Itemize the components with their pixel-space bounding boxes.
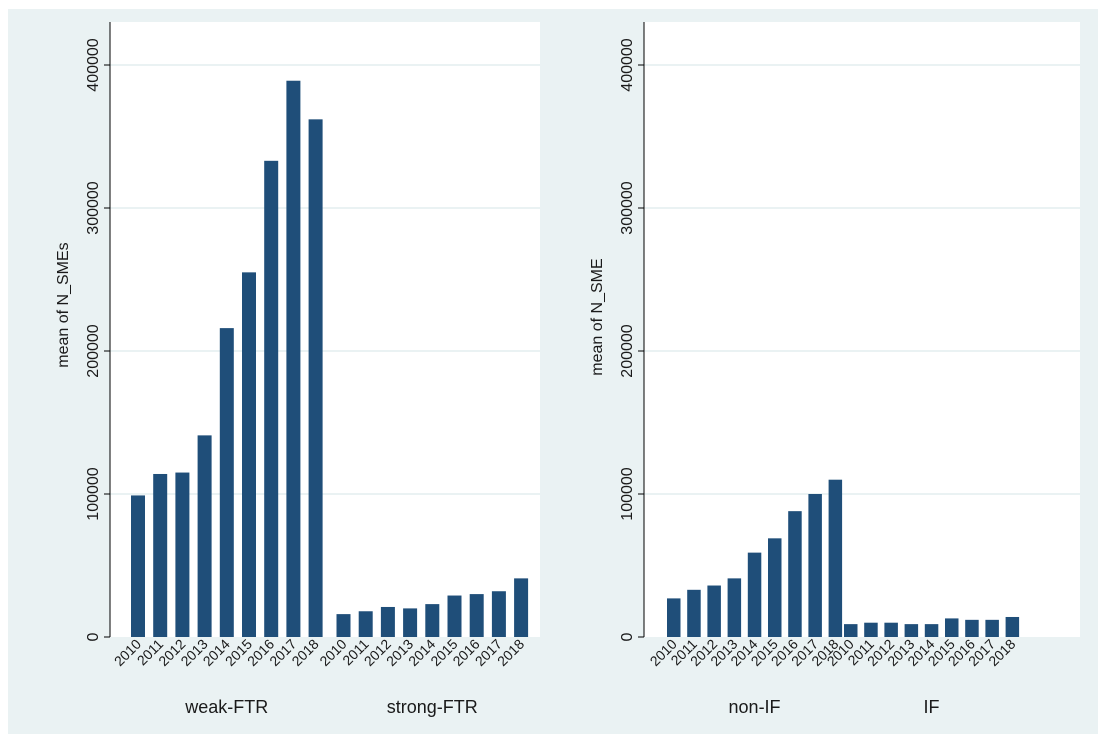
panel-2-bar [667,598,681,637]
panel-2-bar [864,623,878,637]
panel-1-y-tick-label: 400000 [85,38,102,91]
panel-1-bar [264,161,278,637]
panel-2-group-label: non-IF [729,697,781,717]
panel-2-y-tick-label: 200000 [619,324,636,377]
panel-2-y-tick-label: 0 [619,632,636,641]
panel-1-y-tick-label: 200000 [85,324,102,377]
panel-2-bar [985,620,999,637]
panel-2-bar [728,578,742,637]
panel-1-y-tick-label: 0 [85,632,102,641]
panel-2-bar [707,586,721,637]
panel-2-group-label: IF [924,697,940,717]
panel-1-bar [286,81,300,637]
panel-1-bar [492,591,506,637]
panel-1-bar [309,119,323,637]
panel-2-bar [829,480,843,637]
panel-2-bar [905,624,919,637]
panel-1-y-axis-label: mean of N_SMEs [55,242,72,367]
panel-1-bar [131,495,145,637]
panel-2-bar [965,620,979,637]
panel-2-bar [768,538,782,637]
panel-1-group-label: weak-FTR [184,697,268,717]
panel-2-bar [788,511,802,637]
panel-1-bar [470,594,484,637]
panel-2-bar [1006,617,1020,637]
panel-1-bar [175,473,189,637]
panel-1-y-tick-label: 300000 [85,181,102,234]
panel-2-y-tick-label: 100000 [619,467,636,520]
panel-1-bar [403,608,417,637]
panel-1-bar [337,614,351,637]
panel-1-group-label: strong-FTR [387,697,478,717]
panel-1-bar [425,604,439,637]
panel-1-bar [381,607,395,637]
panel-1-plot-area [110,22,540,637]
panel-2-bar [884,623,898,637]
panel-2-bar [748,553,762,637]
panel-1-bar [359,611,373,637]
panel-1-bar [198,435,212,637]
panel-1-bar [242,272,256,637]
panel-2-plot-area [644,22,1080,637]
panel-1-bar [448,596,462,637]
panel-1-y-tick-label: 100000 [85,467,102,520]
panel-1-bar [153,474,167,637]
panel-2-bar [945,618,959,637]
panel-2-bar [844,624,858,637]
panel-1-bar [514,578,528,637]
panel-2-y-tick-label: 300000 [619,181,636,234]
panel-2-y-tick-label: 400000 [619,38,636,91]
panel-2-bar [925,624,939,637]
panel-2-y-axis-label: mean of N_SME [589,258,606,375]
panel-2-bar [687,590,701,637]
panel-2-bar [808,494,822,637]
panel-1-bar [220,328,234,637]
